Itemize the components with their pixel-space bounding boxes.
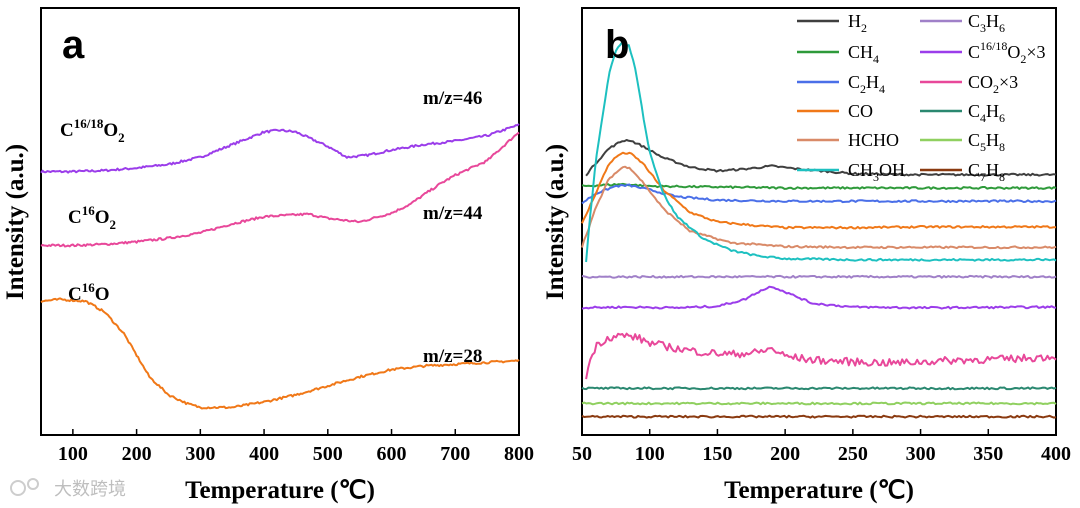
legend-label-C3H6: C3H6 — [968, 11, 1005, 35]
legend-label-C5H8: C5H8 — [968, 130, 1005, 154]
series-line-C7H8 — [581, 414, 1057, 419]
x-tick-label: 700 — [440, 443, 470, 465]
legend-label-CH4: CH4 — [848, 42, 879, 66]
panel-a-x-ticks: 100 200 300 400 500 600 700 800 — [58, 429, 534, 465]
x-tick-label: 100 — [58, 443, 88, 465]
series-line-HCHO — [581, 165, 1057, 250]
x-tick-label: 50 — [572, 443, 592, 465]
legend-label-C7H8: C7H8 — [968, 160, 1005, 184]
panel-b-xlabel: Temperature (℃) — [724, 477, 914, 504]
x-tick-label: 350 — [973, 443, 1003, 465]
x-tick-label: 500 — [313, 443, 343, 465]
watermark-logo-icon — [10, 480, 26, 496]
panel-a-ylabel: Intensity (a.u.) — [2, 144, 29, 300]
legend-label-HCHO: HCHO — [848, 130, 899, 150]
series-line-C2H4 — [581, 183, 1057, 205]
x-tick-label: 300 — [906, 443, 936, 465]
panel-a-xlabel: Temperature (℃) — [185, 477, 375, 504]
watermark: 大数跨境 — [10, 478, 126, 500]
series-line-CO2×3 — [585, 332, 1057, 380]
series-line-CH4 — [581, 182, 1057, 190]
legend-label-H2: H2 — [848, 11, 867, 35]
watermark-logo-icon-2 — [27, 478, 39, 490]
mz-label-C16O: m/z=28 — [423, 346, 482, 367]
panel-b-ylabel: Intensity (a.u.) — [542, 144, 569, 300]
legend-label-C4H6: C4H6 — [968, 101, 1005, 125]
panel-b-legend: H2 CH4 C2H4 CO HCHO CH3OH C3H6 C16/18O2×3 CO2×3 C… — [797, 11, 1046, 184]
mz-label-C16O2: m/z=44 — [423, 203, 483, 224]
series-line-C16O2 — [40, 131, 520, 248]
x-tick-label: 800 — [504, 443, 534, 465]
panel-b-label: b — [605, 23, 629, 67]
series-line-CH3OH — [585, 40, 1057, 263]
panel-b-series — [581, 40, 1057, 419]
x-tick-label: 400 — [1041, 443, 1071, 465]
watermark-text: 大数跨境 — [54, 479, 126, 500]
panel-a-series-labels: C16/18O2 m/z=46 C16O2 m/z=44 C16O m/z=28 — [60, 88, 483, 367]
series-label-C16/18O2: C16/18O2 — [60, 116, 125, 145]
x-tick-label: 600 — [377, 443, 407, 465]
series-line-C16O — [40, 297, 520, 410]
series-label-C16O2: C16O2 — [68, 203, 116, 232]
x-tick-label: 250 — [838, 443, 868, 465]
legend-label-CO: CO — [848, 101, 873, 121]
legend-label-C2H4: C2H4 — [848, 72, 885, 96]
series-line-C16/18O2×3 — [581, 285, 1057, 310]
series-line-C16/18O2 — [40, 123, 520, 174]
series-line-C5H8 — [581, 401, 1057, 406]
x-tick-label: 400 — [249, 443, 279, 465]
series-line-C4H6 — [581, 386, 1057, 391]
x-tick-label: 150 — [702, 443, 732, 465]
legend-label-CH3OH: CH3OH — [848, 160, 905, 184]
x-tick-label: 300 — [185, 443, 215, 465]
legend-label-C16/18O2×3: C16/18O2×3 — [968, 39, 1046, 66]
x-tick-label: 200 — [122, 443, 152, 465]
series-line-C3H6 — [581, 274, 1057, 279]
panel-b-x-ticks: 50 100 150 200 250 300 350 400 — [572, 429, 1071, 465]
x-tick-label: 200 — [770, 443, 800, 465]
series-label-C16O: C16O — [68, 280, 110, 305]
panel-a-frame — [40, 7, 520, 436]
panel-a-label: a — [62, 23, 85, 67]
legend-label-CO2×3: CO2×3 — [968, 72, 1018, 96]
mz-label-C16/18O2: m/z=46 — [423, 88, 482, 109]
x-tick-label: 100 — [635, 443, 665, 465]
series-line-H2 — [585, 139, 1057, 177]
panel-a-series — [40, 123, 520, 410]
